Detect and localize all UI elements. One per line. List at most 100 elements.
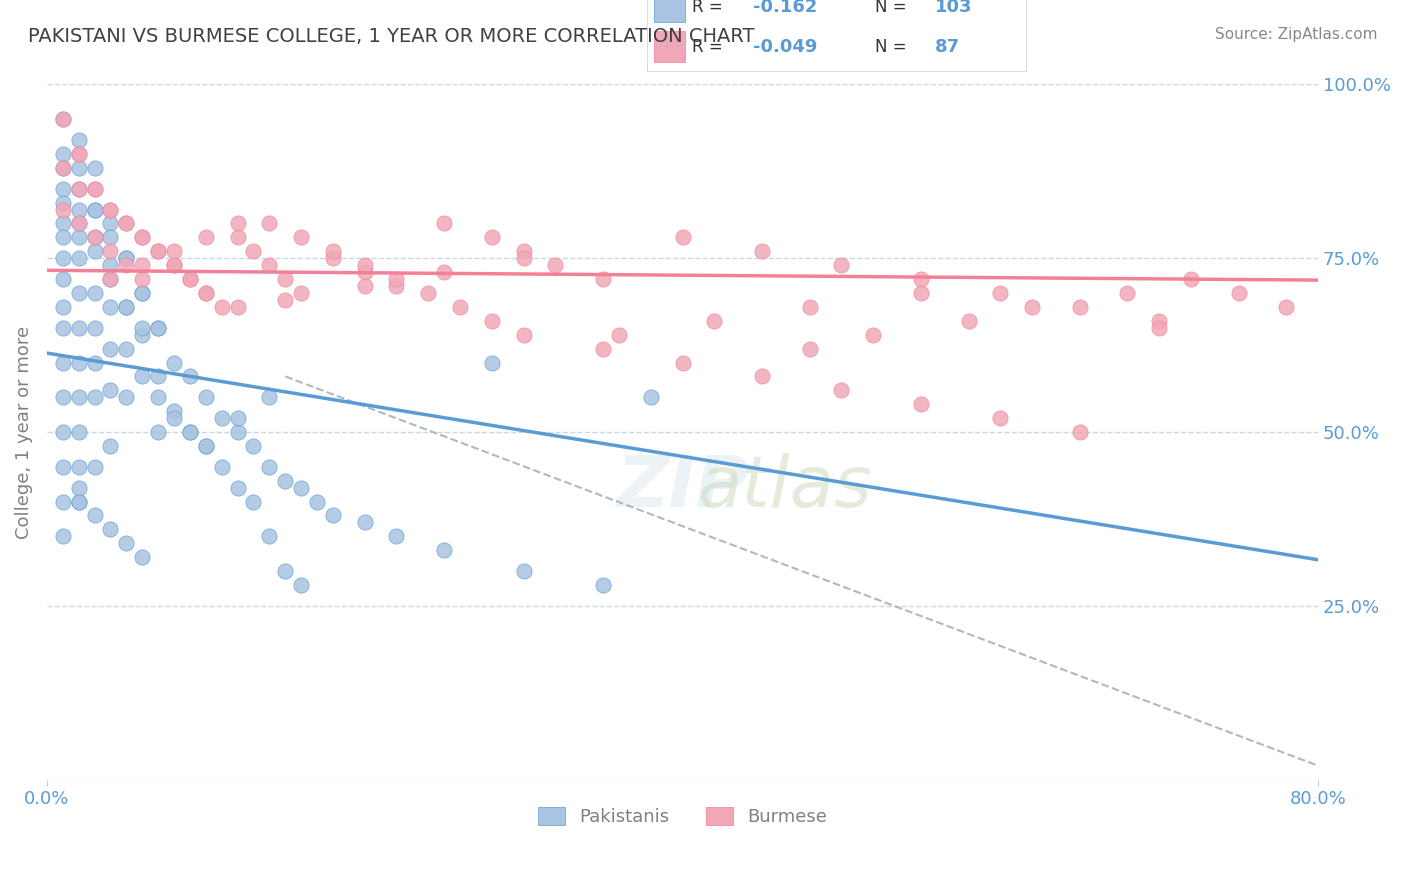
Point <box>131 230 153 244</box>
Point <box>100 384 122 398</box>
Point <box>1147 320 1170 334</box>
Point <box>481 314 503 328</box>
Point <box>52 251 75 265</box>
Point <box>1227 285 1250 300</box>
Text: R =: R = <box>692 0 728 16</box>
Point <box>163 355 186 369</box>
Point <box>67 285 90 300</box>
Point <box>100 202 122 217</box>
Point <box>146 390 169 404</box>
Bar <box>654 0 685 22</box>
Point <box>67 147 90 161</box>
Point <box>259 459 281 474</box>
Point <box>115 251 138 265</box>
Point <box>592 578 614 592</box>
Point <box>274 564 297 578</box>
Y-axis label: College, 1 year or more: College, 1 year or more <box>15 326 32 539</box>
Point <box>100 258 122 272</box>
Text: 103: 103 <box>935 0 973 16</box>
Point <box>179 425 201 439</box>
Point <box>226 481 249 495</box>
Point <box>226 300 249 314</box>
Point <box>290 230 312 244</box>
Point <box>1069 425 1091 439</box>
Point <box>52 182 75 196</box>
Point <box>259 258 281 272</box>
Point <box>67 390 90 404</box>
Point <box>910 272 932 286</box>
Point <box>353 279 375 293</box>
Point <box>83 355 105 369</box>
Point <box>131 258 153 272</box>
Point <box>83 320 105 334</box>
Point <box>433 543 456 558</box>
Point <box>1147 314 1170 328</box>
Point <box>67 182 90 196</box>
Text: Source: ZipAtlas.com: Source: ZipAtlas.com <box>1215 27 1378 42</box>
Point <box>640 390 662 404</box>
Point <box>67 217 90 231</box>
Point <box>67 251 90 265</box>
Point <box>242 244 264 259</box>
Legend: Pakistanis, Burmese: Pakistanis, Burmese <box>530 799 834 833</box>
Point <box>100 230 122 244</box>
Point <box>592 342 614 356</box>
Point <box>67 320 90 334</box>
Point <box>52 195 75 210</box>
Point <box>131 230 153 244</box>
Point <box>353 516 375 530</box>
Text: -0.049: -0.049 <box>754 38 817 56</box>
Point <box>163 258 186 272</box>
Point <box>100 217 122 231</box>
Point <box>226 217 249 231</box>
Point <box>115 258 138 272</box>
Point <box>194 285 217 300</box>
Point <box>115 536 138 550</box>
Point <box>52 390 75 404</box>
Point <box>67 425 90 439</box>
Point <box>481 355 503 369</box>
Point <box>146 244 169 259</box>
Point <box>83 244 105 259</box>
Point <box>179 272 201 286</box>
Point <box>481 230 503 244</box>
Point <box>52 161 75 175</box>
Point <box>83 182 105 196</box>
Point <box>305 494 328 508</box>
Point <box>131 369 153 384</box>
Point <box>242 494 264 508</box>
Point <box>671 230 693 244</box>
Point <box>211 411 233 425</box>
Point <box>83 182 105 196</box>
Point <box>274 474 297 488</box>
Point <box>242 439 264 453</box>
Text: N =: N = <box>875 0 911 16</box>
Point <box>259 217 281 231</box>
Point <box>433 265 456 279</box>
Point <box>211 300 233 314</box>
Point <box>226 230 249 244</box>
Point <box>115 300 138 314</box>
Point <box>67 133 90 147</box>
Point <box>100 272 122 286</box>
Point <box>100 439 122 453</box>
Point <box>100 522 122 536</box>
Point <box>211 459 233 474</box>
Point <box>131 320 153 334</box>
Point <box>988 411 1011 425</box>
Point <box>179 272 201 286</box>
Point <box>52 230 75 244</box>
Bar <box>654 31 685 62</box>
Point <box>146 369 169 384</box>
Point <box>115 251 138 265</box>
Point <box>433 217 456 231</box>
Text: atlas: atlas <box>697 453 872 522</box>
Point <box>322 244 344 259</box>
Point <box>830 384 852 398</box>
Point <box>322 251 344 265</box>
Point <box>751 369 773 384</box>
Point <box>67 459 90 474</box>
Point <box>52 217 75 231</box>
Point <box>449 300 471 314</box>
Point <box>100 244 122 259</box>
